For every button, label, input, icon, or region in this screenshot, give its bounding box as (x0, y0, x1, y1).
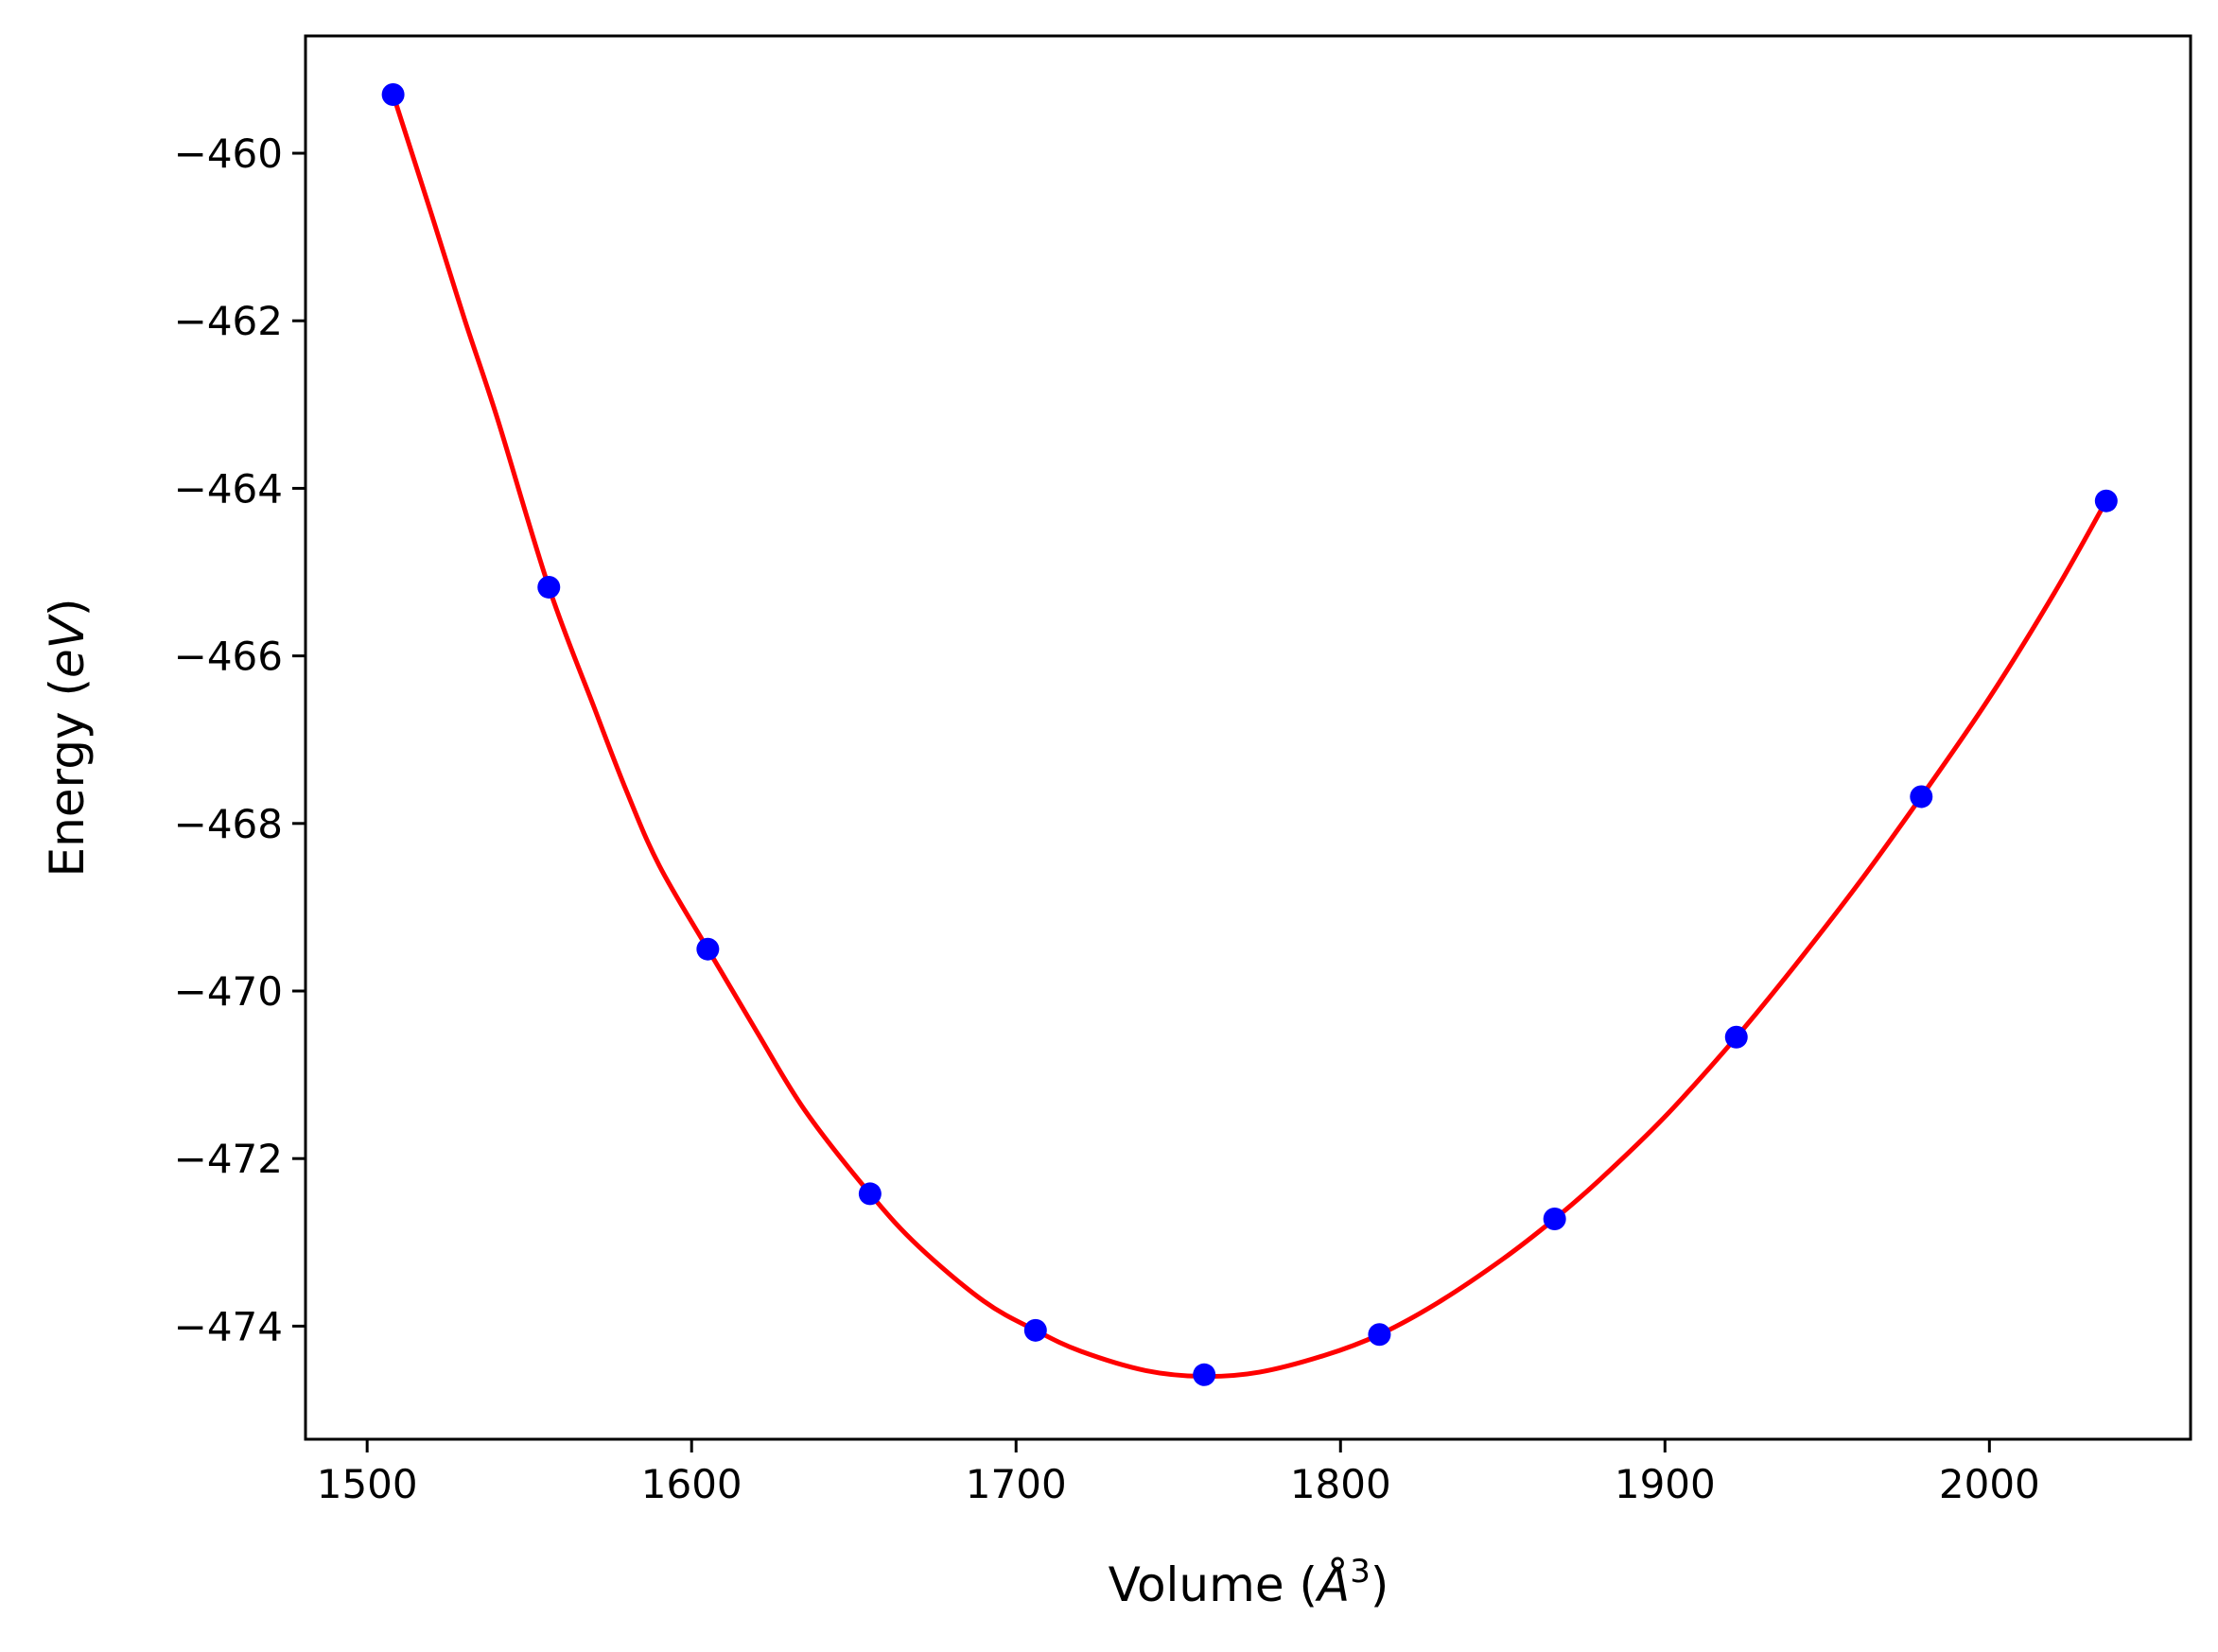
data-point (858, 1182, 882, 1206)
axes-frame (304, 34, 2192, 1441)
data-point (1543, 1207, 1566, 1230)
data-point (537, 575, 561, 599)
data-point (1724, 1025, 1748, 1049)
y-axis-label: Energy (eV) (40, 599, 95, 878)
x-tick-label: 2000 (1939, 1461, 2040, 1507)
y-tick-label: −470 (174, 968, 283, 1015)
x-tick-label: 1900 (1615, 1461, 1716, 1507)
x-tick-label: 1800 (1290, 1461, 1391, 1507)
x-tick-label: 1500 (317, 1461, 418, 1507)
y-tick-label: −474 (174, 1303, 283, 1349)
y-tick-label: −462 (174, 298, 283, 344)
data-point (1023, 1318, 1047, 1342)
data-point (381, 83, 405, 107)
fit-curve-line (391, 94, 2108, 1380)
plot-area (381, 83, 2118, 1386)
x-tick-label: 1600 (641, 1461, 742, 1507)
x-tick-label: 1700 (966, 1461, 1067, 1507)
y-tick-label: −460 (174, 130, 283, 177)
x-axis-label: Volume (Å3) (1109, 1553, 1389, 1612)
y-tick-label: −468 (174, 801, 283, 847)
y-tick-label: −464 (174, 465, 283, 512)
y-tick-label: −466 (174, 634, 283, 680)
y-axis: −460 −462 −464 −466 −468 −470 −472 −474 (174, 130, 306, 1349)
data-point (2094, 489, 2118, 513)
data-point (1910, 785, 1933, 809)
data-point (696, 937, 720, 961)
data-point (1368, 1323, 1391, 1347)
y-tick-label: −472 (174, 1136, 283, 1182)
data-point (1193, 1363, 1216, 1386)
x-axis: 1500 1600 1700 1800 1900 2000 (317, 1439, 2040, 1507)
